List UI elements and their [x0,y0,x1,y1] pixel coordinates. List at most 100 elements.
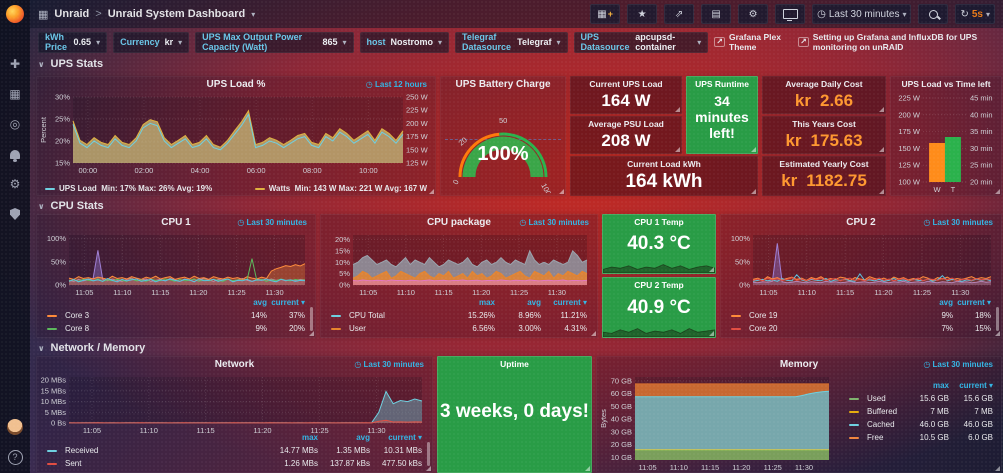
legend-series-toggle[interactable]: Core 19 [731,311,915,320]
cpu2-chart[interactable]: 0% 50% 100% 11:05 11:10 11:15 11:20 11:25 11:30 [723,231,999,297]
panel-time-range[interactable]: ◷ Last 30 minutes [923,360,993,369]
panel-title[interactable]: CPU 2 Temp [634,280,684,290]
panel-title[interactable]: Average Daily Cost [785,79,863,89]
add-panel-button[interactable]: ▦ + [590,4,621,24]
var-host[interactable]: host Nostromo ▾ [359,31,450,53]
svg-text:11:05: 11:05 [359,288,377,297]
panel-time-range[interactable]: ◷ Last 30 minutes [354,360,424,369]
dashboard-settings-button[interactable]: ⚙ [738,4,769,24]
row-cpu-stats[interactable]: ∨ CPU Stats [38,200,104,212]
legend-sort-current[interactable]: current ▾ [553,298,587,307]
panel-title[interactable]: CPU 1 Temp [634,217,684,227]
legend-series-toggle[interactable]: User [331,324,449,333]
legend-sort-current[interactable]: current ▾ [388,433,422,442]
legend-scrollbar[interactable] [310,307,313,331]
star-button[interactable]: ★ [627,4,658,24]
network-legend: max avg current ▾ Received 14.77 MBs 1.35 MBs… [47,431,422,470]
legend-sort-current[interactable]: current ▾ [271,298,305,307]
ups-bars-chart[interactable]: 225 W 45 min 200 W 40 min 175 W 35 min 150 W 30… [891,92,1001,195]
legend-series-toggle[interactable]: Buffered [849,407,905,416]
var-ups-datasource[interactable]: UPS Datasource apcupsd-container ▾ [573,31,709,53]
battery-gauge[interactable]: 0 20 50 100 [441,93,565,193]
legend-sort-avg[interactable]: avg [253,298,267,307]
legend-sort-current[interactable]: current ▾ [959,381,993,390]
panel-title[interactable]: Average PSU Load [588,119,664,129]
row-ups-stats[interactable]: ∨ UPS Stats [38,58,104,70]
panel-title[interactable]: Network [214,359,255,370]
save-button[interactable]: ▤ [701,4,732,24]
panel-title[interactable]: UPS Battery Charge [455,79,551,90]
refresh-button[interactable]: ↻ 5s ▾ [955,4,995,24]
legend-series-toggle[interactable]: Sent [47,459,266,468]
time-range-picker[interactable]: ◷ Last 30 minutes ▾ [812,4,912,24]
var-telegraf-datasource[interactable]: Telegraf Datasource Telegraf ▾ [455,31,568,53]
panel-time-range[interactable]: ◷ Last 30 minutes [923,218,993,227]
legend-series-toggle[interactable]: Core 3 [47,311,229,320]
panel-cpu2: CPU 2 ◷ Last 30 minutes 0% 50% 100% 11:05 11… [720,214,1002,338]
legend-series-toggle[interactable]: Received [47,446,266,455]
panel-ups-battery-charge: UPS Battery Charge 0 20 50 100 100% [440,76,566,196]
panel-title[interactable]: CPU 2 [846,217,876,228]
breadcrumb-folder[interactable]: Unraid [54,8,90,20]
share-button[interactable]: ⇗ [664,4,695,24]
legend-series-toggle[interactable]: Core 8 [47,324,229,333]
dashboards-icon[interactable]: ▦ [9,87,21,101]
link-ups-monitoring-guide[interactable]: ↗ Setting up Grafana and InfluxDB for UPS… [798,32,978,52]
chevron-down-icon[interactable]: ▾ [251,9,256,19]
panel-title[interactable]: UPS Load % [206,79,266,90]
panel-title[interactable]: Current Load kWh [627,159,701,169]
link-grafana-plex-theme[interactable]: ↗ Grafana Plex Theme [714,32,781,52]
cpu1-chart[interactable]: 0% 50% 100% 11:05 11:10 11:15 11:20 11:25 11:30 [39,231,313,297]
server-admin-shield-icon[interactable] [7,206,23,222]
legend-sort-avg[interactable]: avg [356,433,370,442]
var-kwh-price[interactable]: kWh Price 0.65 ▾ [38,31,108,53]
panel-title[interactable]: Memory [779,359,819,370]
help-icon[interactable]: ? [7,449,23,465]
alerting-bell-icon[interactable] [7,146,23,162]
grafana-logo-icon[interactable] [6,5,24,23]
legend-item[interactable]: UPS Load Min: 17% Max: 26% Avg: 19% [45,184,212,193]
panel-title[interactable]: Current UPS Load [589,79,663,89]
legend-sort-avg[interactable]: avg [939,298,953,307]
legend-scrollbar[interactable] [996,307,999,331]
cpu-package-chart[interactable]: 0% 5% 10% 15% 20% 11:05 11:10 11:15 11:20 11:25 11… [323,231,595,297]
panel-title[interactable]: UPS Load vs Time left [901,79,991,89]
dashboards-grid-icon[interactable]: ▦ [38,8,49,21]
svg-text:175 W: 175 W [406,132,429,141]
panel-title[interactable]: This Years Cost [792,119,856,129]
legend-series-toggle[interactable]: Cached [849,420,905,429]
legend-sort-max[interactable]: max [301,433,318,442]
panel-title[interactable]: UPS Runtime [695,79,749,89]
create-plus-icon[interactable]: ✚ [9,57,21,71]
legend-scrollbar[interactable] [427,442,430,466]
panel-title[interactable]: CPU package [427,217,491,228]
panel-time-range[interactable]: ◷ Last 12 hours [365,80,427,89]
row-network-memory[interactable]: ∨ Network / Memory [38,342,146,354]
legend-series-toggle[interactable]: Used [849,394,905,403]
explore-compass-icon[interactable]: ◎ [9,117,21,131]
legend-sort-max[interactable]: max [932,381,949,390]
panel-title[interactable]: CPU 1 [161,217,191,228]
var-currency[interactable]: Currency kr ▾ [113,31,190,53]
panel-time-range[interactable]: ◷ Last 30 minutes [519,218,589,227]
legend-item[interactable]: Watts Min: 143 W Max: 221 W Avg: 167 W [254,184,427,193]
panel-time-range[interactable]: ◷ Last 30 minutes [237,218,307,227]
user-avatar[interactable] [7,419,23,435]
legend-series-toggle[interactable]: Free [849,433,905,442]
legend-sort-max[interactable]: max [478,298,495,307]
legend-series-toggle[interactable]: Core 20 [731,324,915,333]
svg-text:25%: 25% [55,115,70,124]
panel-title[interactable]: Estimated Yearly Cost [779,159,869,169]
configuration-gear-icon[interactable]: ⚙ [9,177,21,191]
tv-cycle-button[interactable] [775,4,806,24]
ups-load-chart[interactable]: 15% 20% 25% 30% 250 W 225 W 200 W 175 W 150 W 125… [39,93,433,175]
legend-sort-avg[interactable]: avg [527,298,541,307]
memory-chart[interactable]: 10 GB 20 GB 30 GB 40 GB 50 GB 60 GB 70 GB 11:05… [599,373,837,472]
dashboard-title[interactable]: Unraid System Dashboard [107,8,246,20]
legend-series-toggle[interactable]: CPU Total [331,311,449,320]
zoom-out-button[interactable] [918,4,949,24]
var-ups-max-output[interactable]: UPS Max Output Power Capacity (Watt) 865 ▾ [195,31,354,53]
panel-title[interactable]: Uptime [500,359,529,369]
legend-sort-current[interactable]: current ▾ [957,298,991,307]
